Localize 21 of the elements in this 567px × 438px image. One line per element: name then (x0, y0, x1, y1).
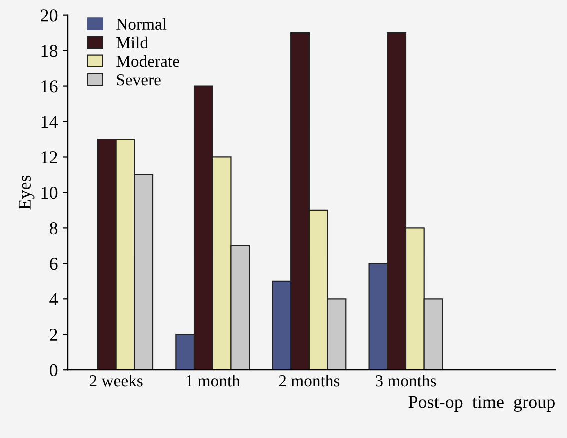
x-tick-label: 2 months (279, 374, 340, 387)
y-tick-label: 18 (42, 45, 58, 58)
legend-label: Severe (117, 74, 161, 86)
legend-label: Moderate (116, 55, 180, 68)
y-tick-label: 10 (42, 186, 58, 200)
legend-label: Mild (116, 36, 148, 49)
x-tick-label: 2 weeks (90, 374, 143, 387)
x-tick-label: 1 month (186, 374, 240, 387)
y-tick-label: 0 (50, 364, 58, 377)
y-tick-label: 20 (41, 10, 58, 22)
x-tick-label: 3 months (376, 374, 436, 387)
y-tick-label: 16 (42, 80, 58, 93)
y-tick-label: 12 (42, 152, 58, 164)
y-tick-label: 2 (50, 328, 58, 341)
y-tick-label: 14 (42, 116, 58, 128)
x-axis-title: Post-op time group (408, 396, 555, 412)
y-tick-label: 4 (50, 294, 58, 306)
legend-label: Normal (116, 18, 167, 30)
y-axis-title: Eyes (18, 176, 35, 210)
y-tick-label: 6 (50, 258, 58, 270)
y-tick-label: 8 (50, 222, 58, 235)
